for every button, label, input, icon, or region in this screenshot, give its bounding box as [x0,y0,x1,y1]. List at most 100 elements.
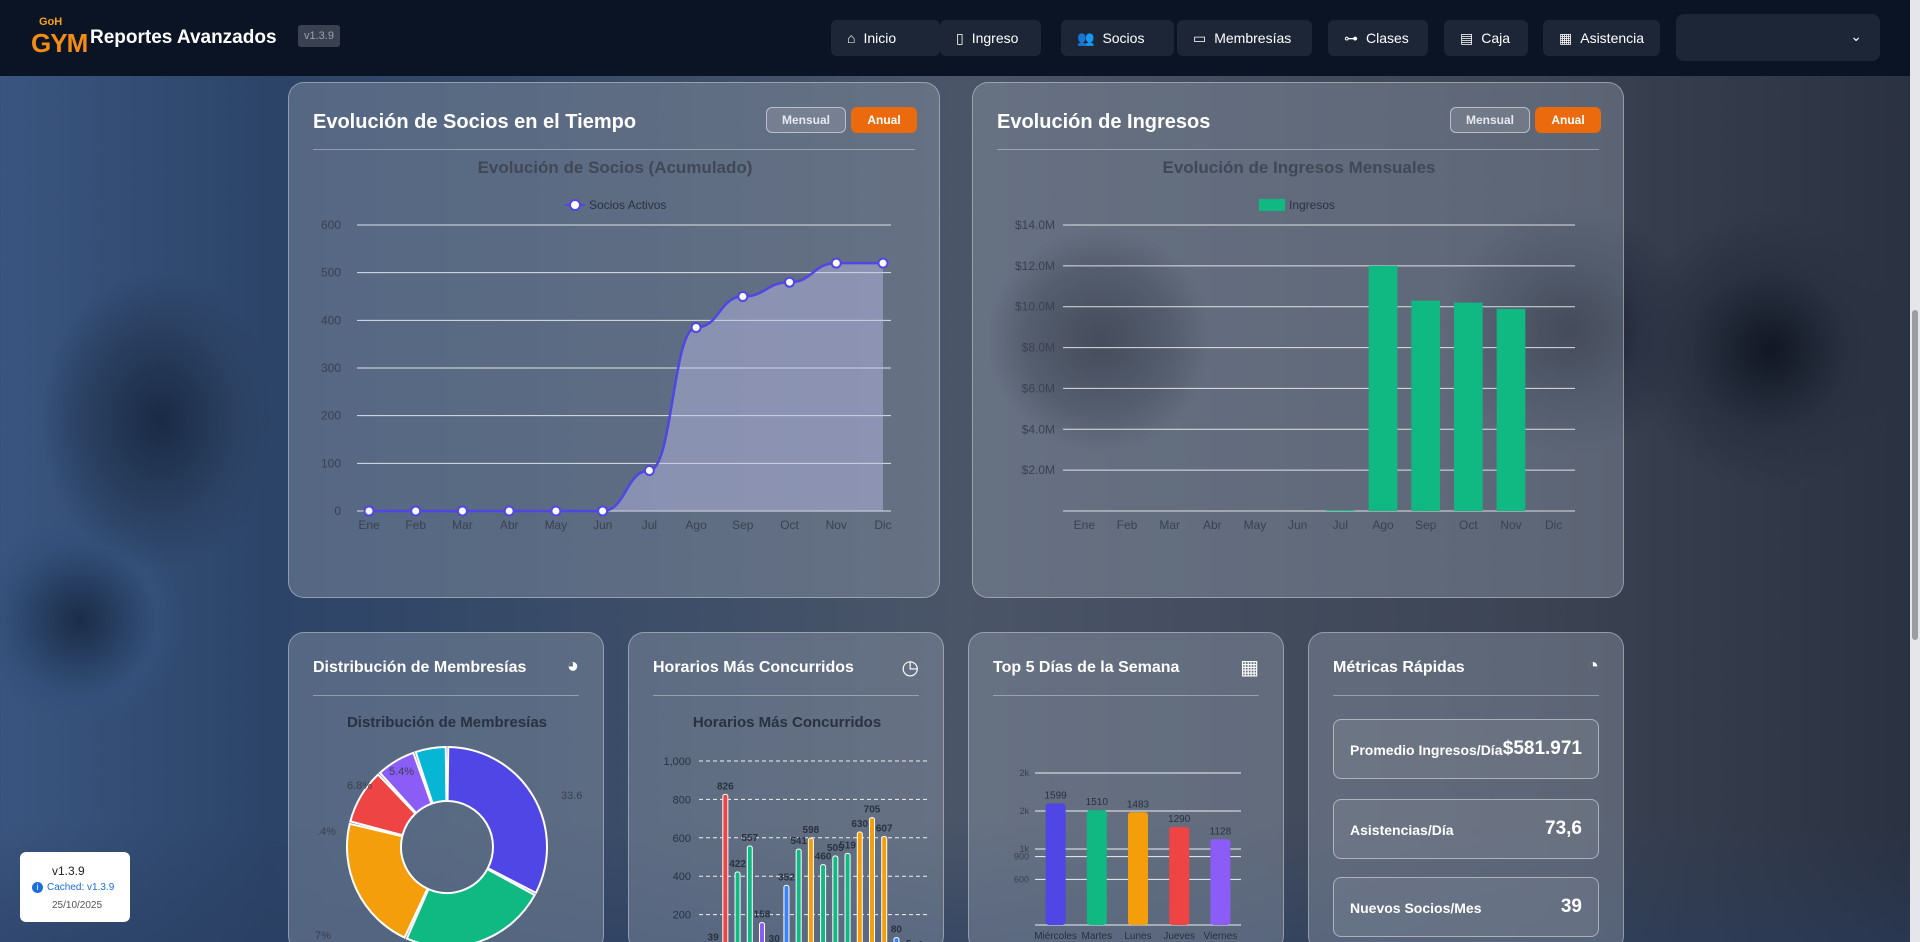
y-tick-label: 600 [673,833,691,845]
data-point [410,505,422,517]
card-title: Métricas Rápidas [1333,659,1465,676]
calendar-check-icon: ▦ [1559,29,1573,46]
bar [1045,803,1066,925]
legend-marker [569,199,581,211]
toggle-anual-button[interactable]: Anual [851,107,917,133]
home-icon: ⌂ [847,30,856,46]
bar [759,922,765,942]
x-tick-label: Nov [1500,518,1521,532]
background-floor [0,820,1920,942]
nav-socios[interactable]: 👥 Socios [1061,20,1174,56]
data-label: 158 [754,910,771,921]
page-scrollbar[interactable] [1910,0,1920,942]
x-tick-label: Jueves [1163,931,1195,942]
nav-ingreso[interactable]: ▯ Ingreso [940,20,1041,56]
membresias-card: Distribución de Membresías ◕ Distribució… [288,632,604,942]
chevron-down-icon: ⌄ [1850,28,1862,44]
toggle-mensual-button[interactable]: Mensual [766,107,846,133]
cash-register-icon: ▤ [1460,29,1474,46]
data-point [456,505,468,517]
nav-label: Inicio [863,30,897,46]
bar [783,884,790,942]
x-tick-label: Oct [1459,518,1478,532]
bar [832,855,839,942]
bar [1326,509,1355,511]
gym-logo[interactable]: GoH GYM [30,16,88,58]
nav-asistencia[interactable]: ▦ Asistencia [1543,20,1660,56]
data-label: 826 [717,781,734,792]
metric-value: $581.971 [1502,738,1582,759]
divider [997,149,1599,150]
metric-label: Nuevos Socios/Mes [1350,900,1482,916]
nav-membresias[interactable]: ▭ Membresías [1177,20,1312,56]
slice-label: 5.4% [389,766,414,778]
nav-clases[interactable]: ⊶ Clases [1328,20,1428,56]
chart-title: Evolución de Ingresos Mensuales [1162,158,1435,177]
x-tick-label: Jun [593,518,612,532]
scrollbar-thumb[interactable] [1912,310,1918,640]
x-tick-label: Nov [826,518,847,532]
bar [1210,839,1231,925]
nav-label: Ingreso [971,30,1019,46]
x-tick-label: Martes [1082,931,1113,942]
logo-main-text: GYM [31,28,88,58]
bar [1454,302,1483,511]
metric-ingresos-dia: Promedio Ingresos/Día $581.971 [1333,719,1599,779]
data-point [690,321,702,333]
ingresos-bar-chart: Evolución de Ingresos Mensuales Ingresos $… [1015,158,1575,532]
x-tick-label: May [1244,518,1267,532]
toggle-anual-button[interactable]: Anual [1535,107,1601,133]
card-title: Distribución de Membresías [313,659,527,676]
y-tick-label: 500 [321,266,341,280]
y-tick-label: 400 [321,313,341,327]
pie-chart-icon: ◕ [566,655,579,677]
y-tick-label: 0 [334,504,341,518]
data-label: 598 [803,825,820,836]
donut-slice [446,745,548,895]
y-tick-label: 400 [673,871,691,883]
bar [746,845,753,942]
nav-label: Caja [1481,30,1511,46]
door-icon: ▯ [956,29,964,46]
bar [807,837,814,942]
slice-label: 6.8% [347,780,372,792]
bar [881,835,888,942]
card-title: Horarios Más Concurridos [653,659,854,676]
data-label: 422 [729,859,746,870]
y-tick-label: 600 [321,218,341,232]
top-navbar: GoH GYM Reportes Avanzados v1.3.9 ⌂ Inici… [0,0,1920,76]
y-tick-label: 1,000 [663,756,691,768]
data-label: 519 [839,840,856,851]
slice-label: 7% [315,930,331,942]
divider [1333,695,1599,696]
user-dropdown[interactable]: ⌄ [1676,14,1880,61]
x-tick-label: Dic [1545,518,1562,532]
cache-version: v1.3.9 [52,864,85,878]
data-label: 5 [906,939,912,942]
toggle-mensual-button[interactable]: Mensual [1450,107,1530,133]
line-area-fill [369,263,883,511]
nav-caja[interactable]: ▤ Caja [1444,20,1528,56]
metric-value: 39 [1560,896,1582,917]
top-dias-card: Top 5 Días de la Semana ▦ 600 900 1k 2k 2k 15… [968,632,1284,942]
cache-status: i Cached: v1.3.9 [32,882,114,893]
x-tick-label: Mar [1159,518,1180,532]
nav-inicio[interactable]: ⌂ Inicio [831,20,940,56]
horarios-card: Horarios Más Concurridos ◷ Horarios Más … [628,632,944,942]
data-point [503,505,515,517]
x-tick-label: Ago [685,518,707,532]
data-label: 1599 [1044,790,1067,801]
users-icon: 👥 [1077,29,1095,46]
data-point [830,257,842,269]
legend-label: Socios Activos [589,198,666,212]
data-label: 1 [918,940,924,942]
y-tick-label: 1k [1019,844,1029,854]
y-tick-label: 300 [321,361,341,375]
metricas-card: Métricas Rápidas ◔ Promedio Ingresos/Día… [1308,632,1624,942]
nav-label: Asistencia [1580,30,1645,46]
page-title: Reportes Avanzados [90,27,277,48]
x-tick-label: Abr [500,518,519,532]
legend-label: Ingresos [1289,198,1335,212]
bar [795,848,802,942]
